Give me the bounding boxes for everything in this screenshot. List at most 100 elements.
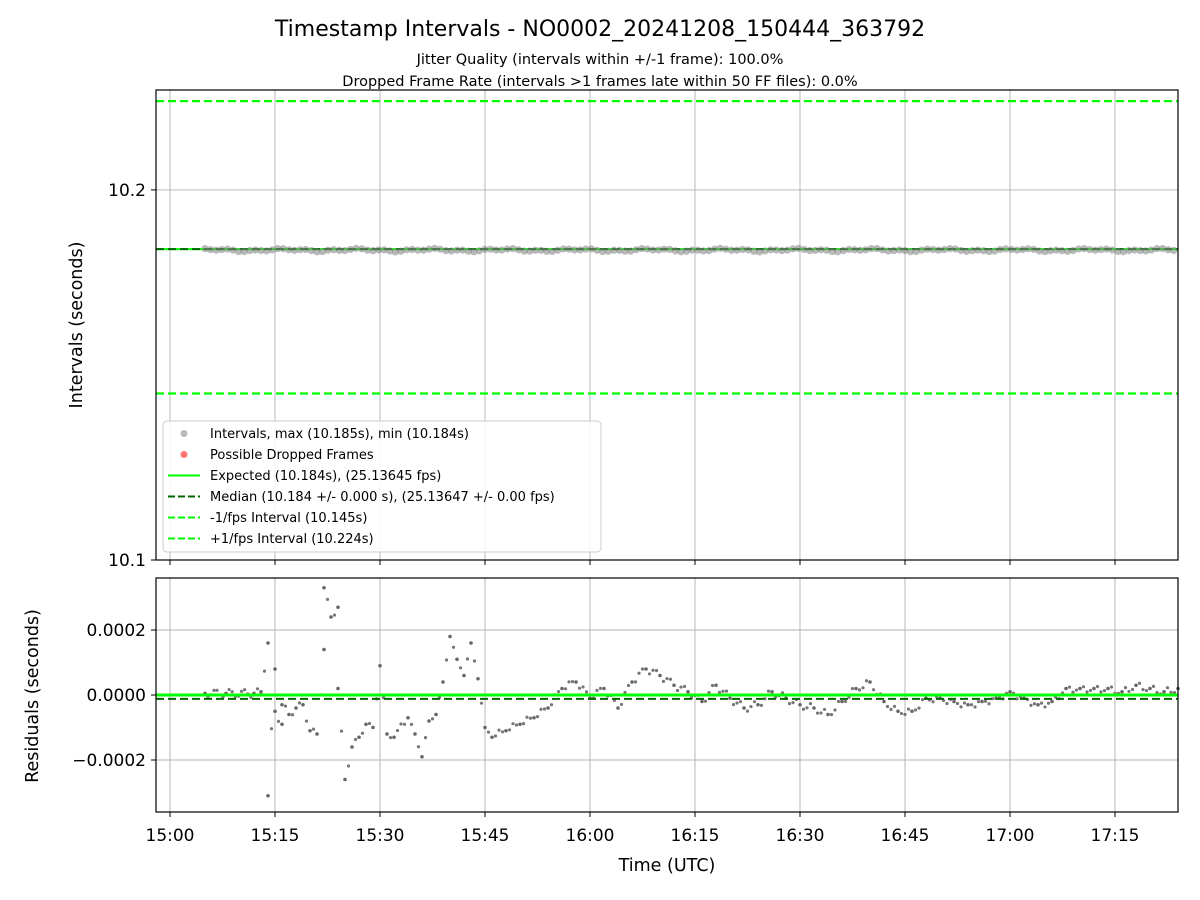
residual-point [371,725,375,730]
residual-point [1029,703,1033,707]
residual-point [262,669,267,673]
residual-point [637,671,641,675]
residual-point [1148,686,1152,691]
interval-point [1080,245,1088,253]
residual-point [1109,685,1114,689]
legend-label-median: Median (10.184 +/- 0.000 s), (25.13647 +… [210,490,555,505]
interval-point [800,245,808,254]
residual-point [567,680,571,684]
residual-point [423,736,428,740]
interval-point [1075,245,1083,253]
residuals-ticks: 15:00 15:15 15:30 15:45 16:00 16:15 16:30 16:45… [72,621,1139,846]
residual-point [287,712,291,717]
interval-point [554,246,562,254]
residual-point [322,585,326,590]
residual-point [854,686,858,691]
interval-point [806,247,814,255]
residual-point [661,679,666,684]
residual-point [539,707,543,711]
residual-point [819,711,823,715]
residual-point [882,699,886,704]
residual-point [913,708,918,712]
residual-point [215,688,219,692]
residual-point [518,722,522,727]
residual-point [889,707,893,711]
residual-point [577,686,582,690]
interval-point [823,246,831,254]
residual-point [749,704,753,709]
interval-point [739,245,747,254]
intervals-ticks: 10.1 10.2 [108,181,1116,571]
interval-point [352,244,360,252]
interval-point [375,246,383,254]
interval-point [520,247,528,255]
interval-point [705,247,713,255]
interval-point [481,245,489,253]
residual-point [1127,689,1131,694]
interval-point [649,246,657,254]
residual-point [322,647,326,652]
interval-point [979,247,988,255]
interval-point [1142,247,1150,255]
residual-point [658,673,662,678]
residuals-panel: 15:00 15:15 15:30 15:45 16:00 16:15 16:30 16:45… [23,577,1180,876]
residual-point [738,700,743,704]
interval-point [1069,246,1077,255]
residuals-reference-lines [156,693,1178,700]
residual-point [402,722,407,726]
residual-point [308,728,312,733]
interval-point [935,246,943,254]
residual-point [973,705,977,709]
interval-point [862,246,870,254]
residual-point [336,686,340,691]
residual-point [917,706,921,710]
intervals-points [201,244,1178,256]
residual-point [703,699,708,703]
interval-point [509,244,517,253]
interval-point [218,245,226,254]
interval-point [274,244,282,253]
interval-point [419,246,427,254]
residual-point [707,690,711,695]
residual-point [710,683,715,688]
residual-point [952,699,956,704]
jitter-quality-subtitle: Jitter Quality (intervals within +/-1 fr… [416,52,784,68]
residual-point [560,686,564,691]
intervals-axes-frame [155,89,1179,561]
residual-point [1092,686,1096,691]
residual-point [360,731,365,735]
residual-point [969,703,974,707]
interval-point [750,247,758,255]
residual-point [1074,688,1079,692]
interval-point [296,246,304,254]
residual-point [500,730,505,734]
residual-point [651,668,655,672]
residual-point [1165,686,1170,690]
x-tick-label: 16:15 [671,826,720,846]
residual-point [469,641,473,645]
residual-point [766,689,771,693]
residual-point [230,690,234,694]
residual-point [868,680,872,684]
residual-point [647,672,652,676]
interval-point [716,244,724,252]
interval-point [548,247,556,256]
residual-point [276,719,281,723]
residual-point [290,713,295,717]
interval-point [425,245,433,253]
residual-point [896,709,900,714]
interval-point [783,246,792,254]
interval-point [951,245,960,253]
residual-point [598,686,603,690]
residual-point [1106,686,1110,691]
interval-point [470,248,478,256]
interval-point [929,245,937,254]
interval-point [571,246,579,254]
interval-point [851,246,859,254]
interval-point [767,246,775,254]
interval-point [923,245,932,253]
interval-point [677,248,685,256]
residual-point [899,711,904,716]
interval-point [940,246,948,254]
residual-point [212,688,216,692]
